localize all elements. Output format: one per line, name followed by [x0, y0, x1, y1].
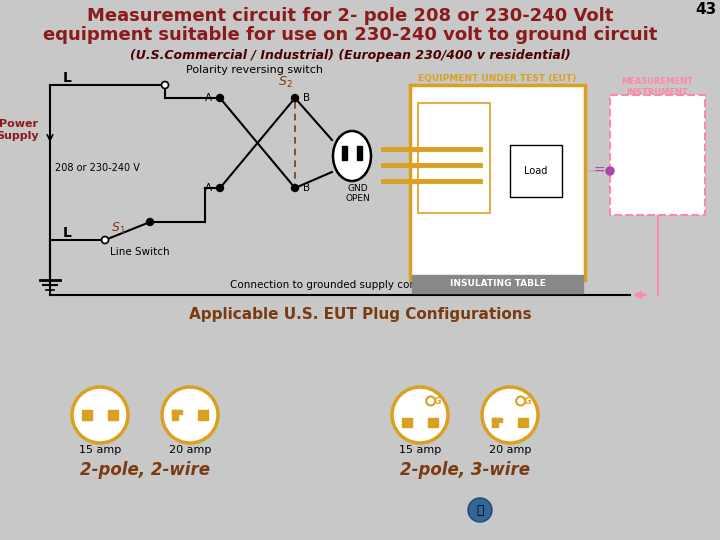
- Text: INSULATING TABLE: INSULATING TABLE: [449, 280, 546, 288]
- Bar: [410, 85, 585, 280]
- Ellipse shape: [162, 387, 218, 443]
- Text: equipment suitable for use on 230-240 volt to ground circuit: equipment suitable for use on 230-240 vo…: [42, 26, 657, 44]
- Text: GND
OPEN: GND OPEN: [346, 184, 370, 204]
- Bar: [357, 146, 362, 160]
- Circle shape: [217, 94, 223, 102]
- Text: Connection to grounded supply conductor: Connection to grounded supply conductor: [230, 280, 450, 290]
- Bar: [610, 95, 705, 215]
- Text: S$_2$: S$_2$: [278, 75, 292, 90]
- Bar: [172, 410, 181, 414]
- Text: Load: Load: [524, 166, 548, 176]
- Bar: [342, 146, 347, 160]
- Text: 2-pole, 2-wire: 2-pole, 2-wire: [80, 461, 210, 479]
- Circle shape: [146, 219, 153, 226]
- Text: 🌐: 🌐: [476, 503, 484, 516]
- Circle shape: [426, 396, 435, 406]
- Circle shape: [606, 167, 614, 175]
- Bar: [412, 275, 583, 293]
- Text: Measurement circuit for 2- pole 208 or 230-240 Volt: Measurement circuit for 2- pole 208 or 2…: [87, 7, 613, 25]
- Bar: [82, 410, 91, 420]
- Bar: [198, 410, 207, 420]
- Text: 15 amp: 15 amp: [399, 445, 441, 455]
- Text: EQUIPMENT UNDER TEST (EUT): EQUIPMENT UNDER TEST (EUT): [418, 75, 577, 84]
- Circle shape: [217, 185, 223, 192]
- Circle shape: [102, 237, 109, 244]
- Ellipse shape: [482, 387, 538, 443]
- Text: 15 amp: 15 amp: [79, 445, 121, 455]
- Text: B: B: [303, 93, 310, 103]
- Bar: [418, 103, 490, 213]
- Text: G: G: [433, 397, 441, 406]
- Bar: [402, 418, 412, 427]
- Text: 20 amp: 20 amp: [489, 445, 531, 455]
- Ellipse shape: [72, 387, 128, 443]
- Text: L: L: [63, 226, 72, 240]
- Text: 2-pole, 3-wire: 2-pole, 3-wire: [400, 461, 530, 479]
- Bar: [108, 410, 117, 420]
- Text: 20 amp: 20 amp: [168, 445, 211, 455]
- Ellipse shape: [392, 387, 448, 443]
- Text: Applicable U.S. EUT Plug Configurations: Applicable U.S. EUT Plug Configurations: [189, 307, 531, 322]
- Circle shape: [516, 396, 525, 406]
- Bar: [492, 418, 498, 427]
- Circle shape: [292, 94, 299, 102]
- Text: (U.S.Commercial / Industrial) (European 230/400 v residential): (U.S.Commercial / Industrial) (European …: [130, 49, 570, 62]
- Circle shape: [161, 82, 168, 89]
- Text: 43: 43: [696, 3, 716, 17]
- Ellipse shape: [333, 131, 371, 181]
- Bar: [518, 418, 528, 427]
- Text: S$_1$: S$_1$: [111, 220, 125, 235]
- Circle shape: [468, 498, 492, 522]
- Text: G: G: [523, 397, 531, 406]
- Text: Polarity reversing switch: Polarity reversing switch: [186, 65, 323, 75]
- Text: =: =: [593, 164, 605, 178]
- Text: A: A: [205, 93, 212, 103]
- Bar: [428, 418, 438, 427]
- Text: Line Switch: Line Switch: [110, 247, 170, 257]
- Bar: [492, 418, 502, 422]
- Text: L: L: [63, 71, 72, 85]
- Text: A: A: [205, 183, 212, 193]
- Text: B: B: [303, 183, 310, 193]
- Bar: [510, 145, 562, 197]
- Text: MEASUREMENT
INSTRUMENT: MEASUREMENT INSTRUMENT: [621, 77, 693, 97]
- Circle shape: [292, 185, 299, 192]
- Text: Power
Supply: Power Supply: [0, 119, 40, 141]
- Text: 208 or 230-240 V: 208 or 230-240 V: [55, 163, 140, 173]
- Bar: [172, 410, 178, 420]
